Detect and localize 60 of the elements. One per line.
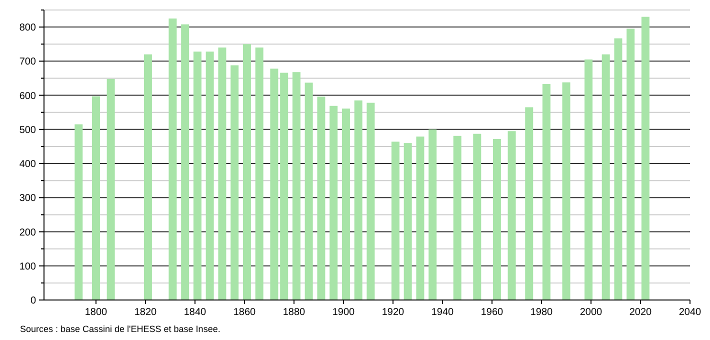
bar	[304, 82, 313, 300]
source-note: Sources : base Cassini de l'EHESS et base Insee.	[20, 324, 220, 334]
bar	[602, 54, 610, 300]
bar	[366, 102, 375, 300]
x-tick-label: 1800	[84, 307, 108, 318]
bar	[473, 134, 482, 300]
bar	[230, 65, 239, 300]
bar	[74, 124, 83, 300]
y-tick-label: 700	[19, 56, 36, 68]
bar	[193, 52, 202, 300]
bar	[542, 84, 550, 300]
bar	[342, 108, 350, 300]
y-tick-label: 100	[19, 261, 36, 272]
bar	[641, 16, 650, 300]
x-tick-label: 2040	[678, 307, 702, 318]
x-tick-label: 2000	[580, 307, 603, 318]
bar	[144, 54, 152, 300]
bar	[428, 129, 437, 300]
bar	[270, 68, 278, 300]
y-tick-label: 0	[30, 296, 36, 306]
bar	[181, 24, 190, 300]
bar	[584, 59, 593, 300]
x-tick-label: 1920	[382, 307, 405, 318]
x-tick-label: 1820	[134, 307, 158, 318]
bar	[525, 107, 534, 300]
x-tick-label: 1860	[233, 307, 256, 318]
bar	[391, 142, 400, 300]
x-tick-label: 1840	[184, 307, 207, 318]
x-tick-label: 1960	[480, 307, 504, 318]
x-tick-label: 2020	[629, 307, 652, 318]
bar	[242, 44, 251, 300]
bar	[330, 106, 338, 300]
bar	[317, 96, 326, 300]
bar	[416, 136, 424, 300]
bar	[92, 96, 100, 300]
y-tick-label: 500	[19, 124, 36, 136]
bar	[206, 52, 214, 300]
x-tick-label: 1980	[530, 307, 554, 318]
bar	[354, 100, 362, 300]
x-tick-label: 1880	[282, 307, 306, 318]
y-tick-label: 600	[19, 90, 36, 102]
bar	[404, 143, 412, 300]
bar	[292, 72, 300, 300]
bar	[218, 48, 226, 300]
bar	[453, 136, 462, 300]
bar	[280, 72, 288, 300]
bar	[255, 48, 264, 300]
y-tick-label: 300	[19, 193, 36, 204]
y-tick-label: 200	[19, 227, 36, 238]
bar	[508, 131, 516, 300]
x-tick-label: 1900	[332, 307, 356, 318]
bar	[614, 38, 622, 300]
bar	[562, 82, 570, 300]
bar	[168, 18, 177, 300]
x-tick-label: 1940	[431, 307, 454, 318]
y-tick-label: 800	[19, 22, 36, 34]
bar	[106, 78, 115, 300]
bar	[626, 28, 635, 300]
y-tick-label: 400	[19, 159, 36, 170]
bar	[492, 138, 501, 300]
